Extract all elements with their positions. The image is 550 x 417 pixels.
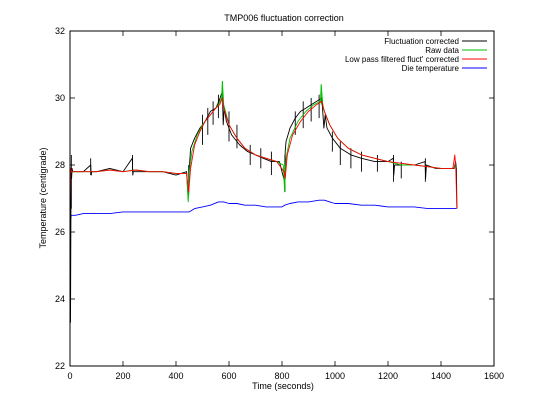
axes-layer: 0 200 400 600 800 1000 1200 1400 1600 22 24 26 28 30 3… <box>55 26 504 381</box>
x-tick-label: 1400 <box>431 371 451 381</box>
chart-title: TMP006 fluctuation correction <box>224 13 344 23</box>
y-axis-label: Temperature (centigrade) <box>38 147 48 248</box>
y-tick-label: 22 <box>55 361 65 371</box>
series-line-raw-data <box>69 80 457 203</box>
x-tick-label: 1000 <box>325 371 345 381</box>
x-tick-label: 1200 <box>378 371 398 381</box>
legend-label-low-pass-filtered-fluct-corrected: Low pass filtered fluct' corrected <box>345 55 459 64</box>
plot-frame <box>69 30 495 367</box>
legend-label-die-temperature: Die temperature <box>402 64 460 73</box>
x-tick-label: 800 <box>274 371 289 381</box>
legend-label-raw-data: Raw data <box>425 46 459 55</box>
x-tick-label: 0 <box>67 371 72 381</box>
x-tick-label: 1600 <box>484 371 504 381</box>
series-line-low-pass-filtered-fluct-corrected <box>69 97 458 209</box>
y-tick-label: 28 <box>55 160 65 170</box>
series-layer <box>69 80 458 323</box>
series-line-die-temperature <box>69 199 457 222</box>
y-tick-label: 24 <box>55 294 65 304</box>
legend-label-fluctuation-corrected: Fluctuation corrected <box>384 37 459 46</box>
y-tick-label: 26 <box>55 227 65 237</box>
y-tick-label: 32 <box>55 26 65 36</box>
x-tick-label: 600 <box>221 371 236 381</box>
x-tick-label: 400 <box>168 371 183 381</box>
x-axis-label: Time (seconds) <box>252 381 314 391</box>
y-tick-label: 30 <box>55 93 65 103</box>
x-tick-label: 200 <box>115 371 130 381</box>
